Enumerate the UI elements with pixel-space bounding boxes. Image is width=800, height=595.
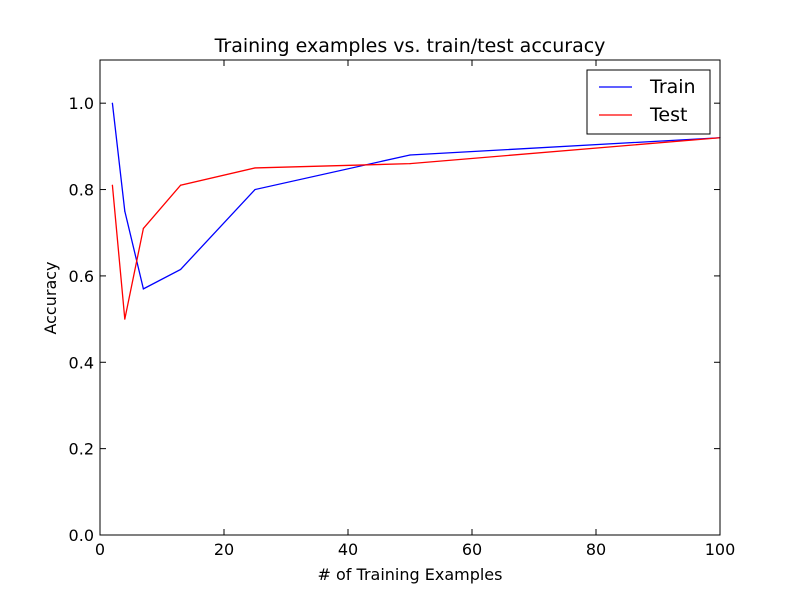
data-point-train bbox=[409, 154, 411, 156]
x-tick-label: 100 bbox=[705, 540, 736, 559]
ticks-layer: 0 20 40 60 80 100 0.0 0.2 0.4 0.6 0.8 1.0 bbox=[69, 60, 736, 559]
x-tick-label: 40 bbox=[338, 540, 358, 559]
y-tick-label: 0.8 bbox=[69, 181, 94, 200]
y-tick-label: 0.2 bbox=[69, 440, 94, 459]
data-point-test bbox=[254, 167, 256, 169]
y-tick-label: 0.0 bbox=[69, 526, 94, 545]
data-point-test bbox=[124, 318, 126, 320]
y-tick-label: 1.0 bbox=[69, 94, 94, 113]
legend: Train Test bbox=[586, 69, 711, 135]
y-axis-label: Accuracy bbox=[41, 261, 60, 334]
x-tick-label: 0 bbox=[95, 540, 105, 559]
data-point-train bbox=[124, 210, 126, 212]
data-point-test bbox=[180, 184, 182, 186]
x-tick-label: 60 bbox=[462, 540, 482, 559]
data-point-train bbox=[142, 288, 144, 290]
data-point-test bbox=[142, 227, 144, 230]
x-axis-label: # of Training Examples bbox=[318, 565, 503, 584]
data-point-train bbox=[111, 102, 113, 104]
y-tick-label: 0.4 bbox=[69, 353, 94, 372]
x-tick-label: 80 bbox=[586, 540, 606, 559]
plot-frame bbox=[99, 59, 721, 536]
chart-title: Training examples vs. train/test accurac… bbox=[214, 35, 606, 57]
legend-box bbox=[586, 69, 711, 135]
x-tick-label: 20 bbox=[214, 540, 234, 559]
data-point-test bbox=[409, 163, 411, 165]
data-point-train bbox=[180, 268, 182, 271]
data-point-test bbox=[111, 184, 113, 186]
data-point-train bbox=[254, 188, 256, 191]
series-layer bbox=[111, 102, 721, 320]
y-tick-label: 0.6 bbox=[69, 267, 94, 286]
legend-test-label: Test bbox=[649, 104, 687, 126]
legend-train-label: Train bbox=[649, 76, 696, 98]
